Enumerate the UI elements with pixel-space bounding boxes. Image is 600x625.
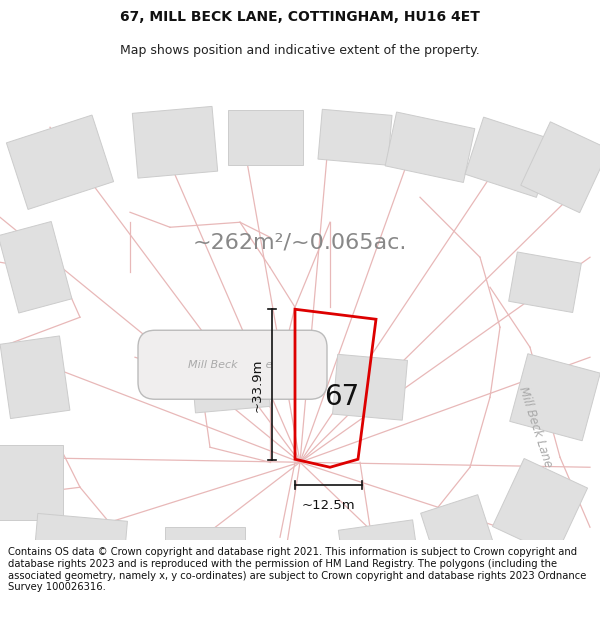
Polygon shape [165, 528, 245, 588]
Polygon shape [32, 514, 127, 581]
Polygon shape [465, 117, 555, 198]
Text: 67: 67 [325, 383, 359, 411]
Polygon shape [421, 495, 499, 580]
Text: ~33.9m: ~33.9m [251, 358, 264, 411]
Polygon shape [385, 112, 475, 182]
Polygon shape [0, 221, 72, 313]
Polygon shape [0, 445, 62, 520]
Text: Mill Beck Lane: Mill Beck Lane [516, 385, 554, 469]
Polygon shape [493, 459, 587, 556]
Text: 67, MILL BECK LANE, COTTINGHAM, HU16 4ET: 67, MILL BECK LANE, COTTINGHAM, HU16 4ET [120, 10, 480, 24]
Text: ~262m²/~0.065ac.: ~262m²/~0.065ac. [193, 232, 407, 253]
Polygon shape [190, 342, 270, 413]
Text: Map shows position and indicative extent of the property.: Map shows position and indicative extent… [120, 44, 480, 57]
Text: Contains OS data © Crown copyright and database right 2021. This information is : Contains OS data © Crown copyright and d… [8, 548, 586, 592]
FancyBboxPatch shape [138, 330, 327, 399]
Polygon shape [7, 115, 113, 209]
Text: Mill Beck        e: Mill Beck e [188, 360, 272, 370]
Polygon shape [133, 106, 218, 178]
Polygon shape [509, 252, 581, 312]
Polygon shape [332, 354, 407, 420]
Text: ~12.5m: ~12.5m [302, 499, 355, 512]
Polygon shape [510, 354, 600, 441]
Polygon shape [318, 109, 392, 165]
Polygon shape [521, 122, 600, 212]
Polygon shape [227, 110, 302, 165]
Polygon shape [0, 336, 70, 419]
Polygon shape [338, 520, 422, 594]
